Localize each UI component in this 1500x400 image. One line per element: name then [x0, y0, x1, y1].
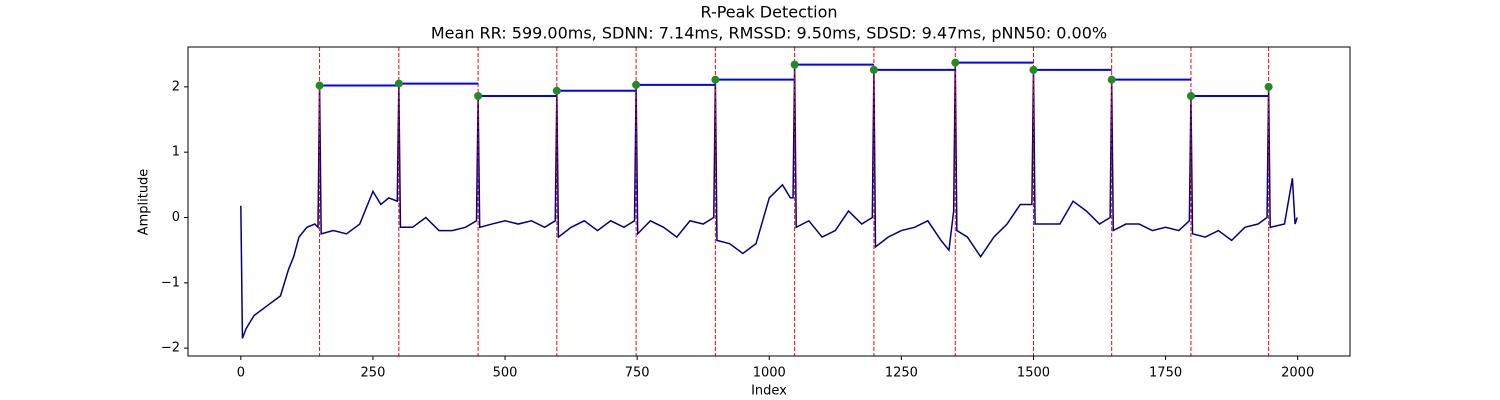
- peak-marker: [1029, 65, 1038, 74]
- chart-title: R-Peak Detection: [700, 3, 837, 22]
- peak-marker: [315, 81, 324, 90]
- chart-subtitle: Mean RR: 599.00ms, SDNN: 7.14ms, RMSSD: …: [431, 24, 1107, 43]
- y-axis-label: Amplitude: [137, 169, 152, 236]
- plot-frame: [187, 46, 1351, 357]
- peak-marker: [632, 80, 641, 89]
- y-tick-label: 0: [172, 210, 180, 225]
- x-tick-label: 1750: [1149, 366, 1182, 381]
- x-tick-label: 250: [361, 366, 386, 381]
- peak-marker: [474, 91, 483, 100]
- peak-marker: [1107, 75, 1116, 84]
- x-tick-label: 750: [625, 366, 650, 381]
- x-tick-label: 1250: [885, 366, 918, 381]
- peak-marker: [1186, 91, 1195, 100]
- x-tick-label: 1000: [753, 366, 786, 381]
- y-tick-label: −2: [161, 341, 180, 356]
- y-tick-label: −1: [161, 275, 180, 290]
- peak-marker: [869, 65, 878, 74]
- peak-marker: [552, 86, 561, 95]
- x-axis-label: Index: [751, 384, 787, 399]
- x-tick-label: 500: [493, 366, 518, 381]
- x-tick-label: 0: [237, 366, 245, 381]
- peak-marker: [711, 75, 720, 84]
- y-tick-label: 2: [172, 79, 180, 94]
- x-tick-label: 2000: [1281, 366, 1314, 381]
- peak-marker: [951, 58, 960, 67]
- peak-marker: [394, 79, 403, 88]
- y-tick-label: 1: [172, 145, 180, 160]
- peak-marker: [1264, 82, 1273, 91]
- peak-marker: [790, 60, 799, 69]
- x-tick-label: 1500: [1017, 366, 1050, 381]
- signal-line: [240, 62, 1298, 339]
